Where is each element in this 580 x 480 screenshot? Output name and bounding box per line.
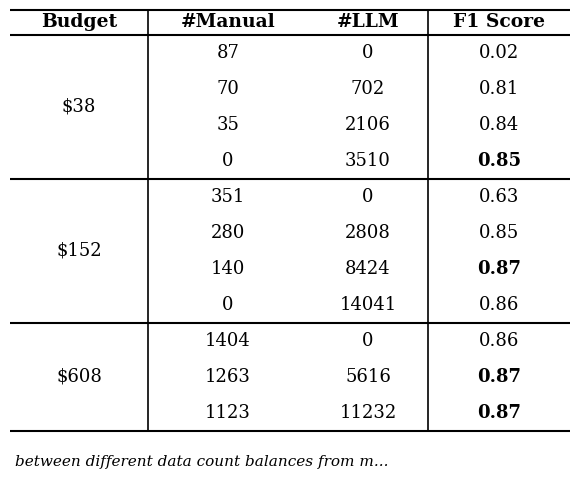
Text: 8424: 8424 [345, 260, 391, 278]
Text: 0: 0 [222, 296, 234, 314]
Text: 702: 702 [351, 80, 385, 98]
Text: $38: $38 [62, 98, 96, 116]
Text: 1404: 1404 [205, 332, 251, 350]
Text: 0.02: 0.02 [479, 44, 519, 62]
Text: 11232: 11232 [339, 404, 397, 422]
Text: 0.86: 0.86 [479, 296, 519, 314]
Text: 0: 0 [362, 44, 374, 62]
Text: 0.87: 0.87 [477, 404, 521, 422]
Text: 5616: 5616 [345, 368, 391, 386]
Text: Budget: Budget [41, 13, 117, 31]
Text: 0.81: 0.81 [479, 80, 519, 98]
Text: 14041: 14041 [339, 296, 397, 314]
Text: 0: 0 [362, 332, 374, 350]
Text: 0: 0 [362, 188, 374, 206]
Text: 70: 70 [216, 80, 240, 98]
Text: 0.84: 0.84 [479, 116, 519, 134]
Text: F1 Score: F1 Score [453, 13, 545, 31]
Text: 0.85: 0.85 [479, 224, 519, 242]
Text: 35: 35 [216, 116, 240, 134]
Text: 87: 87 [216, 44, 240, 62]
Text: $608: $608 [56, 368, 102, 386]
Text: 1123: 1123 [205, 404, 251, 422]
Text: 351: 351 [211, 188, 245, 206]
Text: #LLM: #LLM [336, 13, 399, 31]
Text: 2106: 2106 [345, 116, 391, 134]
Text: 0.86: 0.86 [479, 332, 519, 350]
Text: between different data count balances from m...: between different data count balances fr… [15, 455, 389, 469]
Text: 0.87: 0.87 [477, 260, 521, 278]
Text: 3510: 3510 [345, 152, 391, 170]
Text: 2808: 2808 [345, 224, 391, 242]
Text: 1263: 1263 [205, 368, 251, 386]
Text: 0.87: 0.87 [477, 368, 521, 386]
Text: #Manual: #Manual [180, 13, 276, 31]
Text: 0.85: 0.85 [477, 152, 521, 170]
Text: 140: 140 [211, 260, 245, 278]
Text: $152: $152 [56, 242, 102, 260]
Text: 0: 0 [222, 152, 234, 170]
Text: 0.63: 0.63 [479, 188, 519, 206]
Text: 280: 280 [211, 224, 245, 242]
